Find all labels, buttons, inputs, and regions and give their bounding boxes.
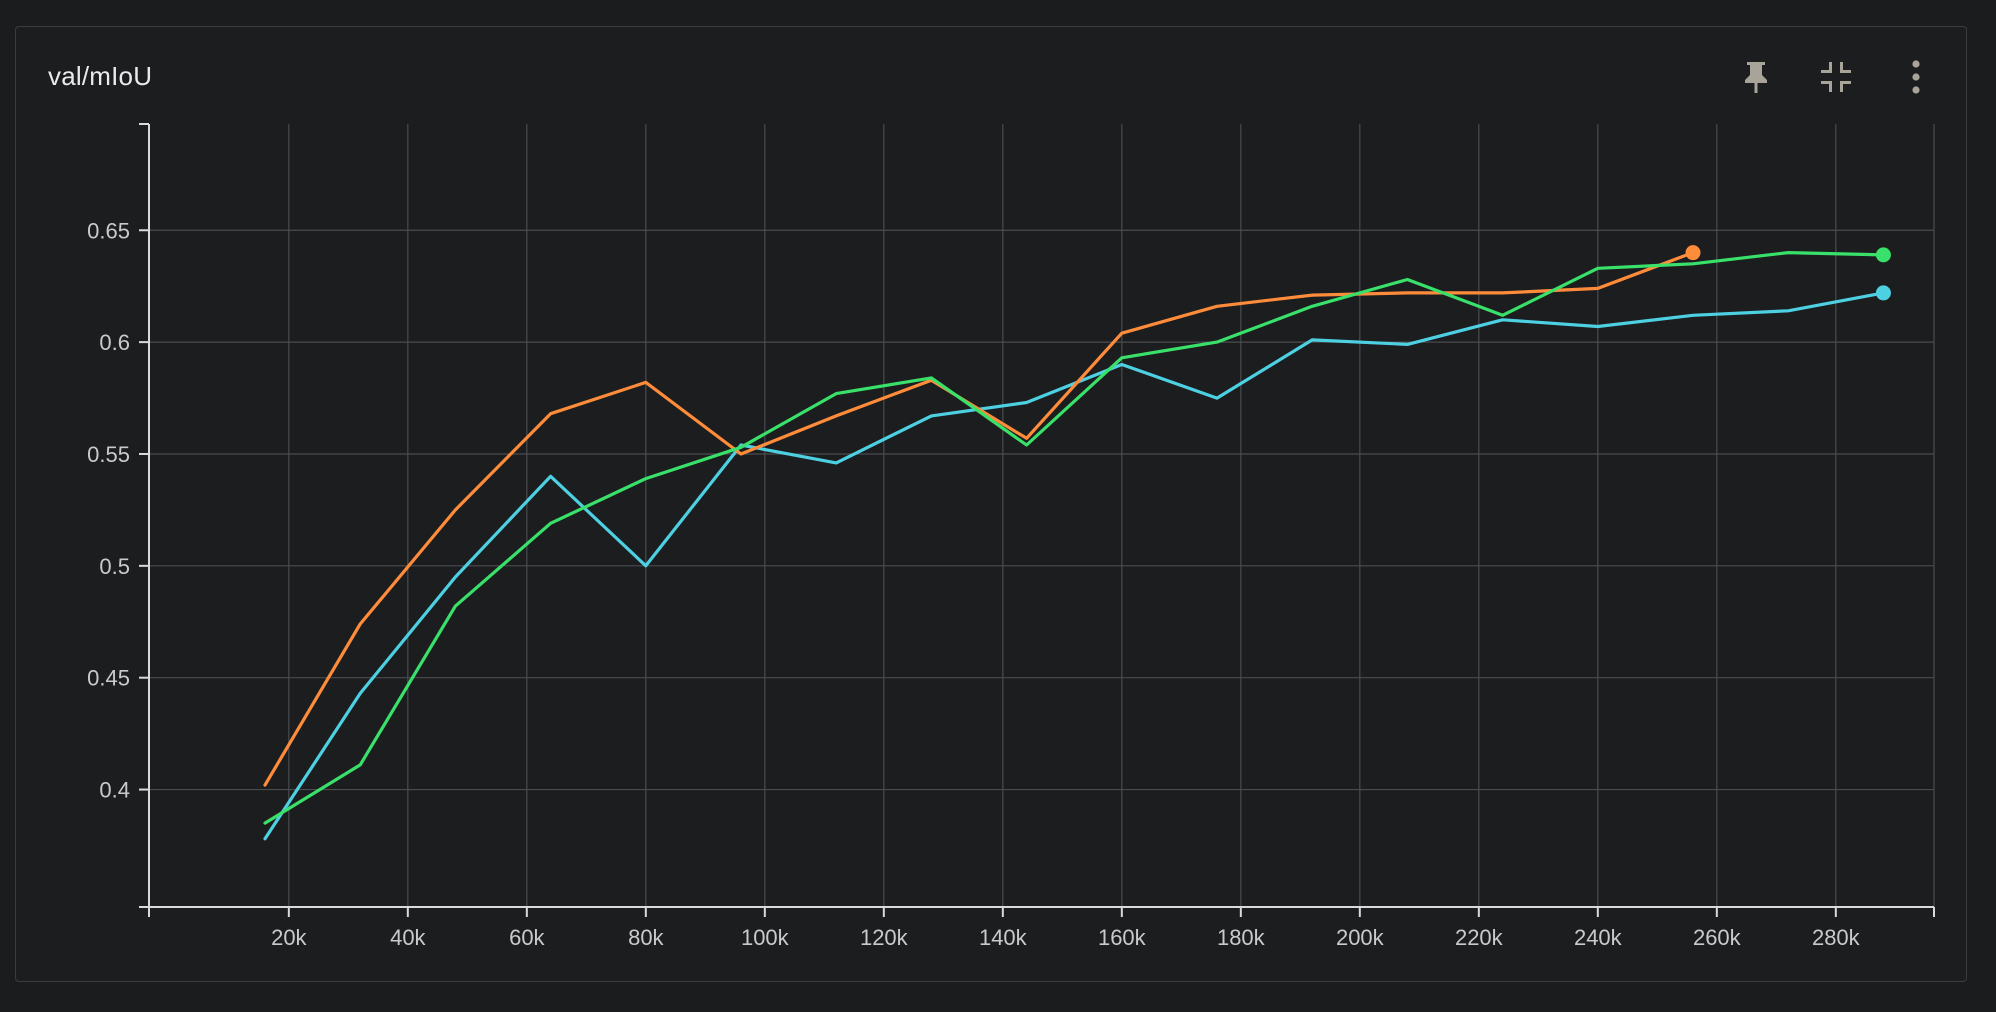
x-tick-label: 240k [1574, 925, 1623, 950]
pin-button[interactable] [1736, 57, 1776, 97]
grid-layer [149, 124, 1935, 907]
series-line-2 [263, 251, 1886, 825]
y-tick-label: 0.4 [99, 778, 130, 803]
y-tick-label: 0.65 [87, 218, 130, 243]
x-tick-label: 100k [741, 925, 790, 950]
pin-icon [1745, 62, 1767, 93]
more-options-button[interactable] [1896, 57, 1936, 97]
x-tick-label: 220k [1455, 925, 1504, 950]
series-end-marker-1 [1685, 245, 1701, 261]
y-tick-label: 0.45 [87, 666, 130, 691]
fit-to-card-button[interactable] [1816, 57, 1856, 97]
x-tick-label: 280k [1812, 925, 1861, 950]
card-toolbar [1736, 57, 1936, 97]
series-end-marker-2 [1875, 247, 1891, 263]
x-tick-label: 180k [1217, 925, 1266, 950]
x-tick-label: 200k [1336, 925, 1385, 950]
x-tick-label: 260k [1693, 925, 1742, 950]
x-tick-label: 140k [979, 925, 1028, 950]
x-tick-label: 20k [271, 925, 307, 950]
series-line-1 [263, 251, 1695, 787]
y-tick-label: 0.6 [99, 330, 130, 355]
collapse-icon [1821, 62, 1851, 92]
label-layer: 0.4 0.45 0.5 0.55 0.6 0.65 20k 40k 60k 80k 100k 120… [87, 218, 1860, 950]
x-tick-label: 60k [509, 925, 545, 950]
x-tick-label: 40k [390, 925, 426, 950]
axis-layer [139, 123, 1935, 917]
series-layer [263, 245, 1891, 841]
more-vert-icon [1912, 60, 1920, 94]
x-tick-label: 80k [628, 925, 664, 950]
x-tick-label: 120k [860, 925, 909, 950]
chart-card: val/mIoU [15, 26, 1967, 982]
y-tick-label: 0.5 [99, 554, 130, 579]
y-tick-label: 0.55 [87, 442, 130, 467]
x-tick-label: 160k [1098, 925, 1147, 950]
series-end-marker-0 [1875, 285, 1891, 301]
chart-title: val/mIoU [48, 61, 153, 91]
